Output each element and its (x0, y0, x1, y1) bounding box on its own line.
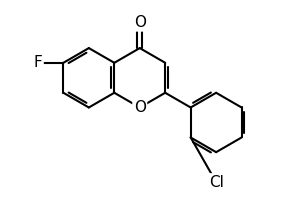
Text: F: F (34, 55, 42, 70)
Text: O: O (134, 15, 146, 30)
Text: O: O (134, 100, 146, 115)
Text: Cl: Cl (209, 175, 223, 190)
